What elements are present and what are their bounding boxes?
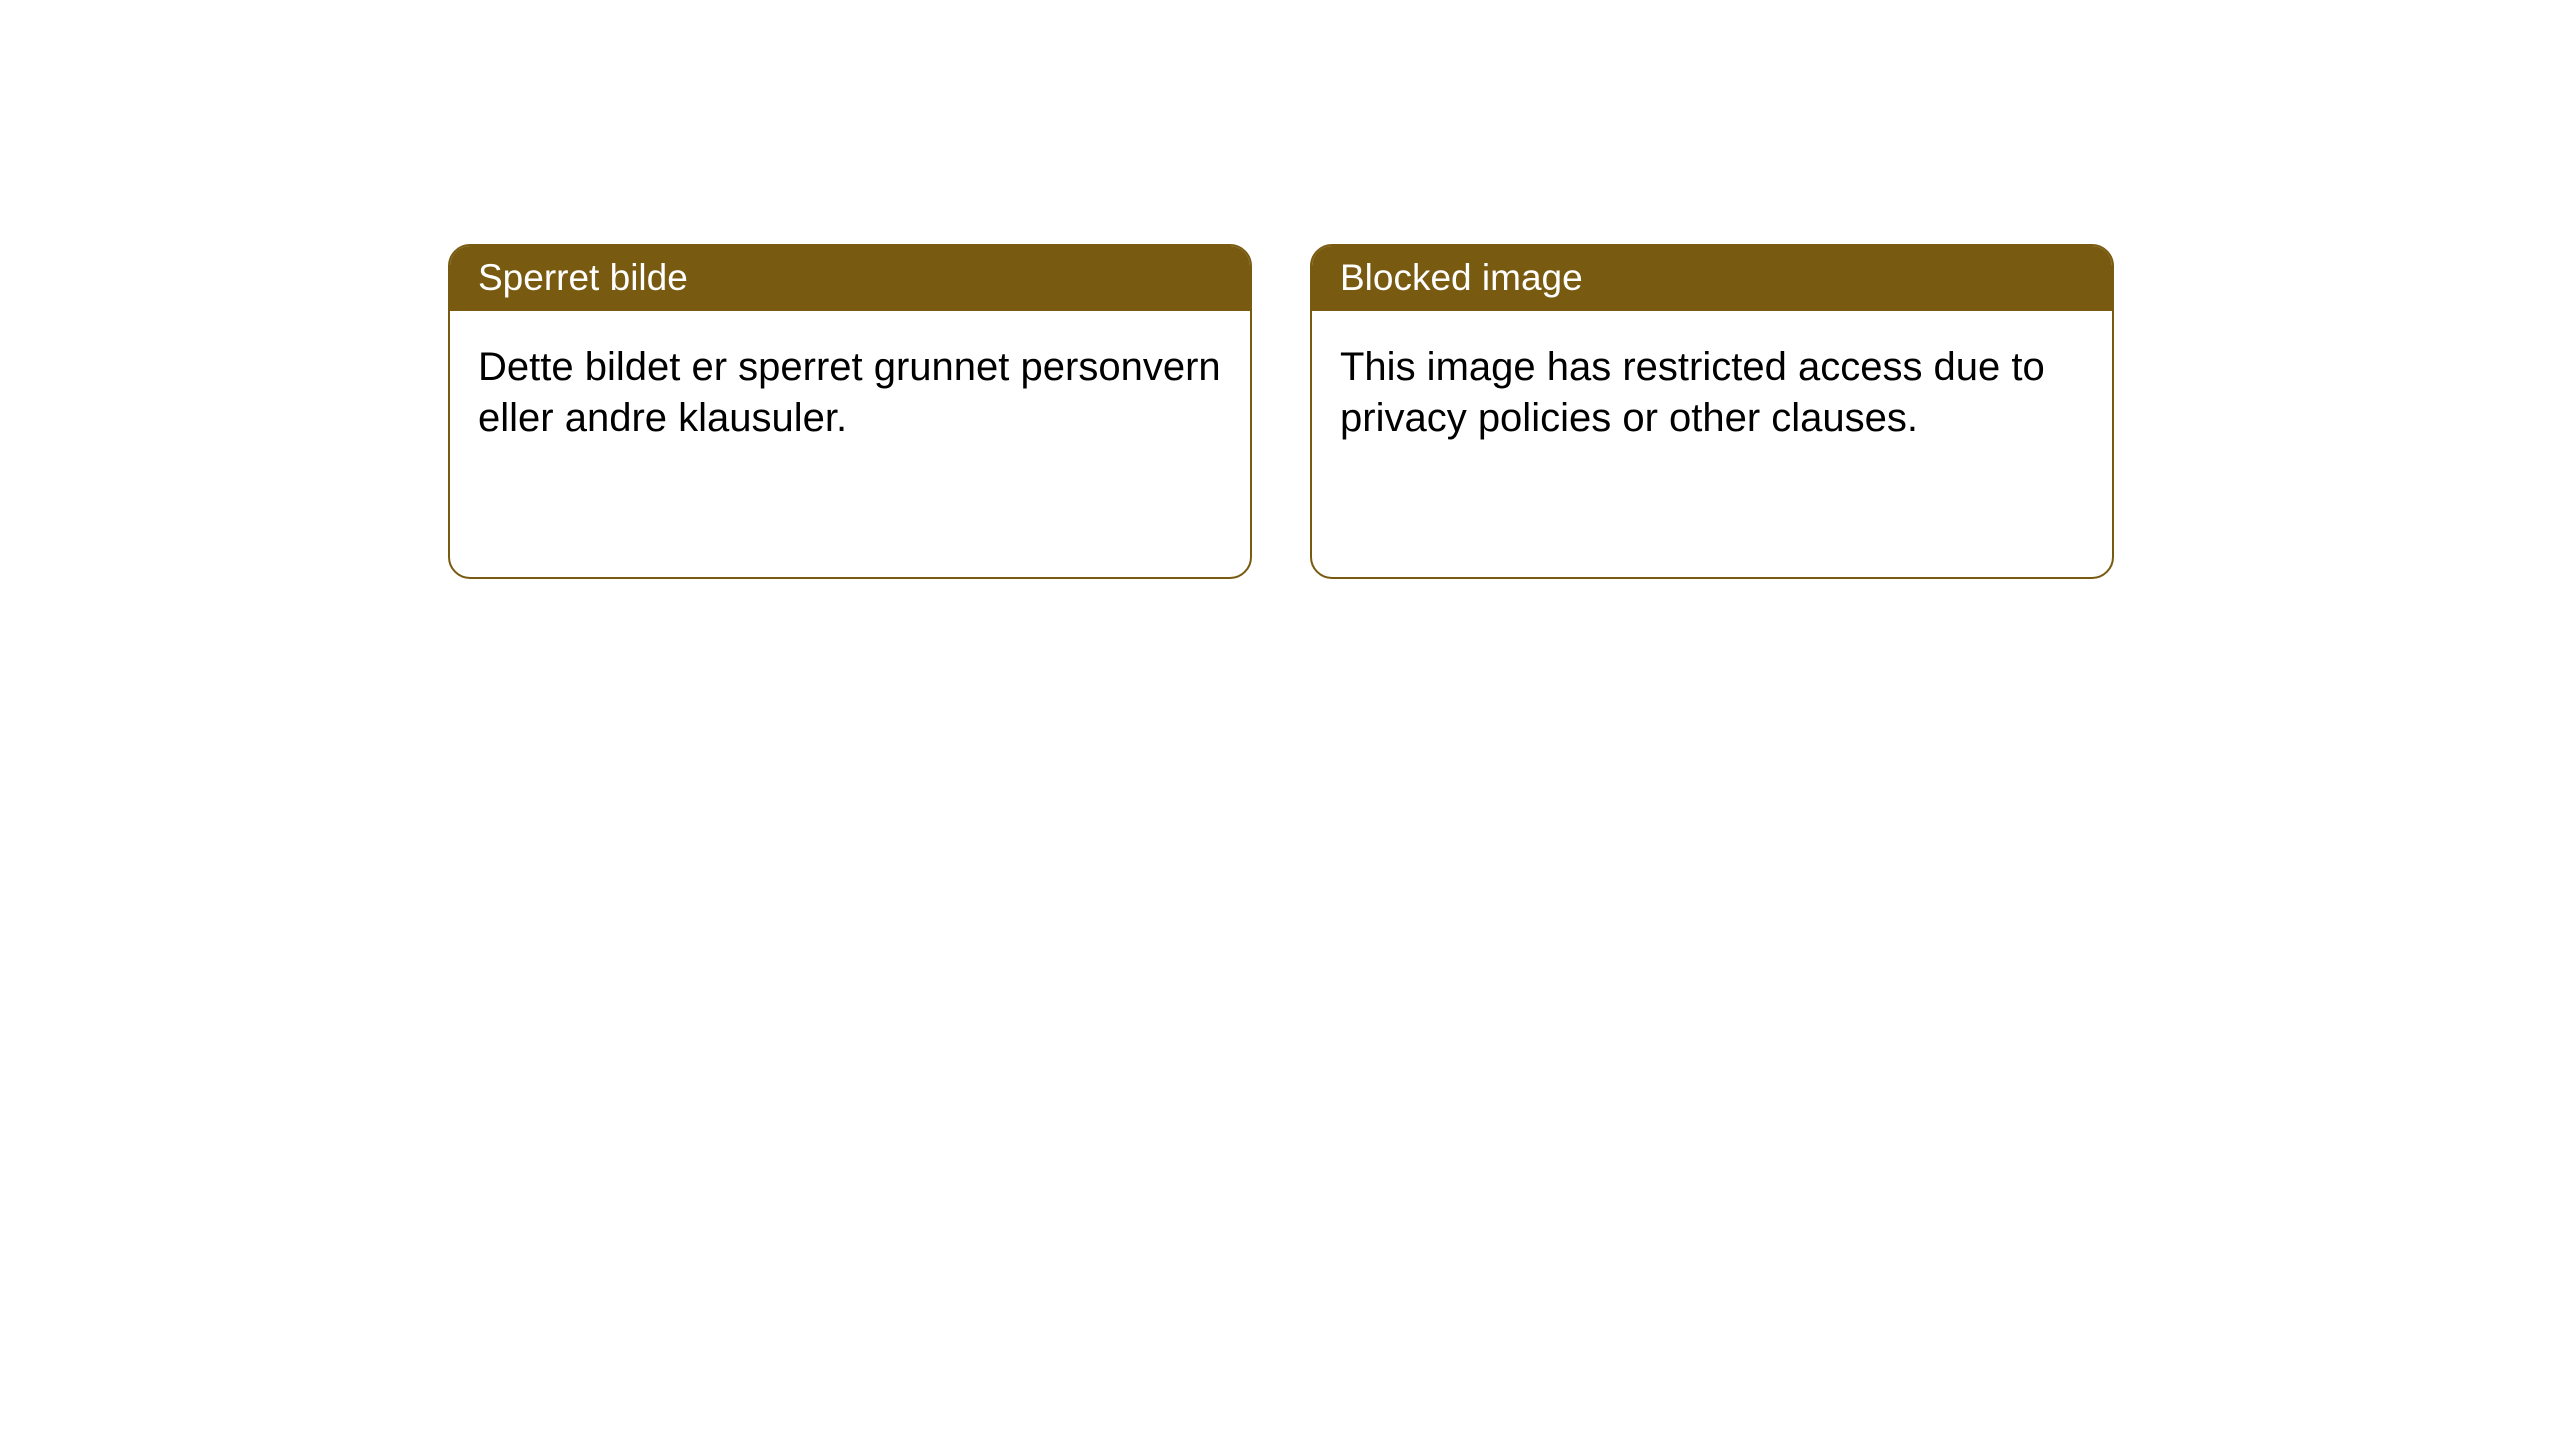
notice-card-norwegian: Sperret bilde Dette bildet er sperret gr… bbox=[448, 244, 1252, 579]
notice-card-header: Blocked image bbox=[1312, 246, 2112, 311]
notice-card-english: Blocked image This image has restricted … bbox=[1310, 244, 2114, 579]
notice-card-header: Sperret bilde bbox=[450, 246, 1250, 311]
notice-card-container: Sperret bilde Dette bildet er sperret gr… bbox=[0, 0, 2560, 579]
notice-card-body: Dette bildet er sperret grunnet personve… bbox=[450, 311, 1250, 475]
notice-card-body: This image has restricted access due to … bbox=[1312, 311, 2112, 475]
